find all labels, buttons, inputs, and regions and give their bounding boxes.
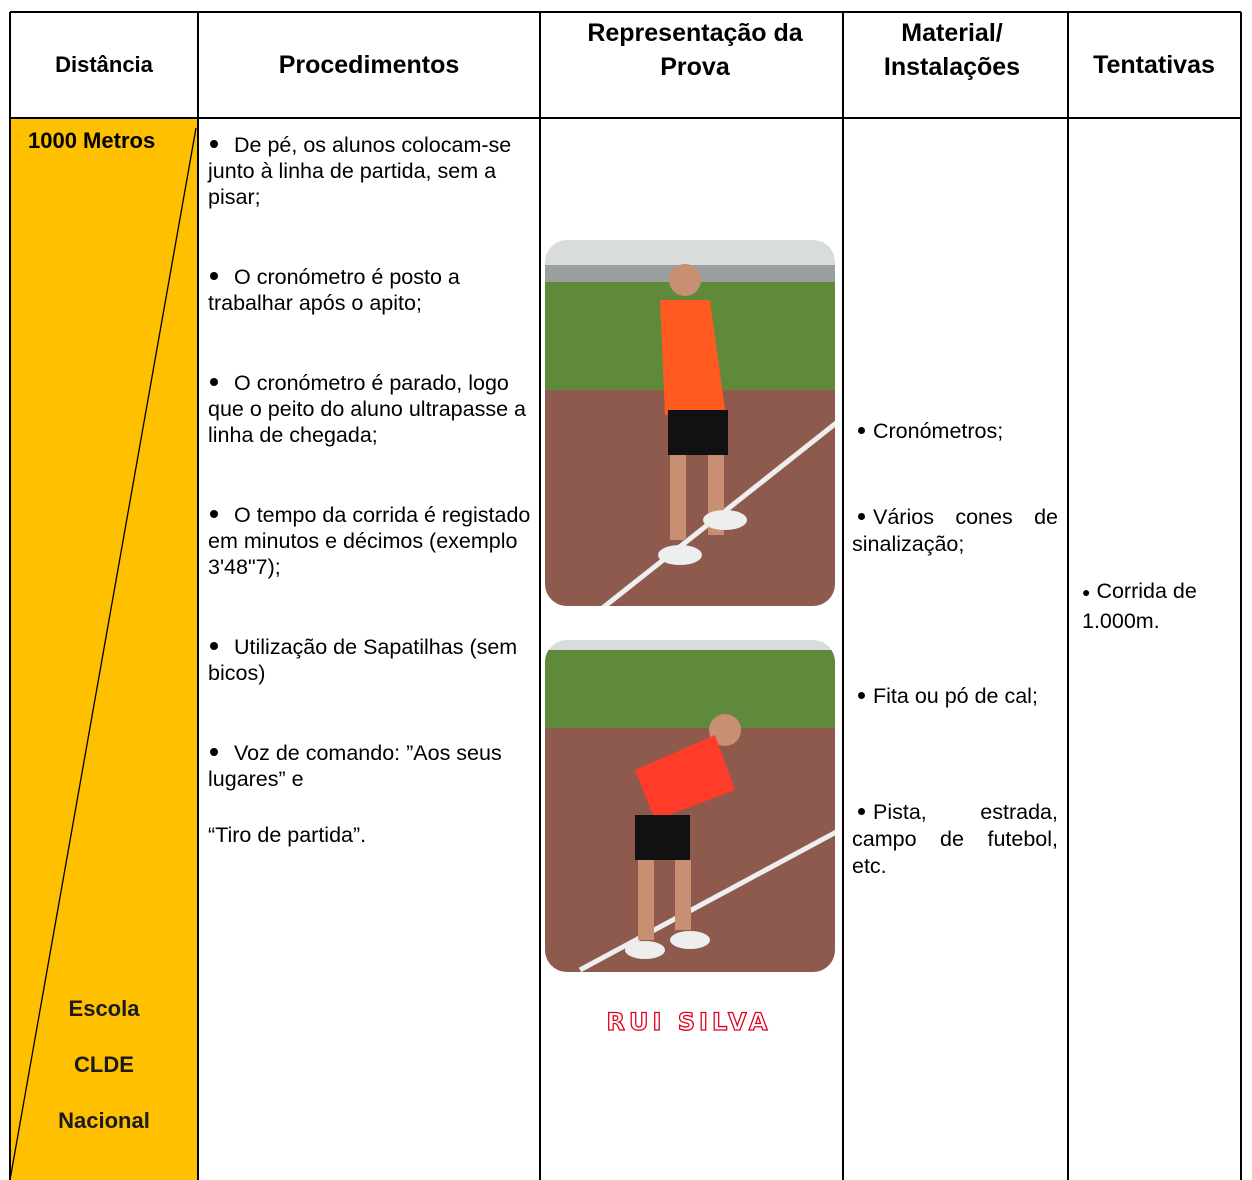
procedure-item: O tempo da corrida é registado em minuto…: [208, 502, 533, 580]
material-item: Vários cones de sinalização;: [852, 504, 1058, 558]
border: [10, 117, 1241, 119]
procedure-text: Voz de comando: ”Aos seus lugares” e: [208, 741, 502, 791]
level-label: Escola: [68, 996, 140, 1021]
procedure-text: O cronómetro é parado, logo que o peito …: [208, 371, 526, 447]
bullet: [210, 748, 218, 757]
bullet: [858, 512, 865, 520]
border: [1067, 12, 1069, 1180]
bullet: [858, 807, 865, 815]
border: [1240, 12, 1242, 1180]
bullet: [858, 691, 865, 699]
material-text: Cronómetros;: [873, 419, 1004, 443]
procedure-text: Utilização de Sapatilhas (sem bicos): [208, 635, 518, 685]
level-label: CLDE: [74, 1052, 134, 1077]
procedure-text: De pé, os alunos colocam-se junto à linh…: [208, 133, 512, 209]
procedures: De pé, os alunos colocam-se junto à linh…: [208, 132, 533, 848]
material-text: Vários cones de sinalização;: [852, 505, 1058, 556]
bullet: [210, 510, 218, 519]
material-text: Fita ou pó de cal;: [873, 684, 1038, 708]
border: [9, 12, 11, 1180]
bullet: [210, 272, 218, 281]
procedure-text: O tempo da corrida é registado em minuto…: [208, 503, 531, 579]
border: [842, 12, 844, 1180]
bullet: [210, 140, 218, 149]
bullet: [858, 426, 865, 434]
header-cell: Distância: [55, 52, 153, 77]
bullet: [210, 642, 218, 651]
level-label: Nacional: [58, 1108, 150, 1133]
procedure-note: “Tiro de partida”.: [208, 823, 367, 847]
material-text: Pista, estrada, campo de futebol, etc.: [852, 800, 1058, 878]
bullet: [210, 378, 218, 387]
material-item: Fita ou pó de cal;: [852, 683, 1058, 710]
border: [539, 12, 541, 1180]
photos: RUI SILVA: [545, 240, 835, 1037]
header-cell: Tentativas: [1093, 51, 1215, 79]
header-cell: Material/ Instalações: [883, 19, 1021, 81]
procedure-item: De pé, os alunos colocam-se junto à linh…: [208, 132, 533, 210]
photo: [545, 640, 835, 972]
photo-caption: RUI SILVA: [607, 1008, 772, 1036]
distance-label: 1000 Metros: [28, 128, 156, 153]
attempts-text: Corrida de 1.000m.: [1082, 579, 1197, 633]
procedure-item: O cronómetro é posto a trabalhar após o …: [208, 264, 533, 316]
attempts: ● Corrida de 1.000m.: [1082, 579, 1197, 633]
procedure-item: O cronómetro é parado, logo que o peito …: [208, 370, 533, 448]
header-cell: Procedimentos: [278, 51, 460, 79]
procedure-item: Voz de comando: ”Aos seus lugares” e: [208, 740, 533, 792]
material-item: Pista, estrada, campo de futebol, etc.: [852, 799, 1058, 880]
procedure-text: O cronómetro é posto a trabalhar após o …: [208, 265, 460, 315]
border: [10, 11, 1241, 13]
border: [197, 12, 199, 1180]
material-item: Cronómetros;: [852, 418, 1058, 445]
header-cell: Representação da Prova: [587, 19, 803, 81]
procedure-item: Utilização de Sapatilhas (sem bicos): [208, 634, 533, 686]
photo: [545, 240, 835, 606]
